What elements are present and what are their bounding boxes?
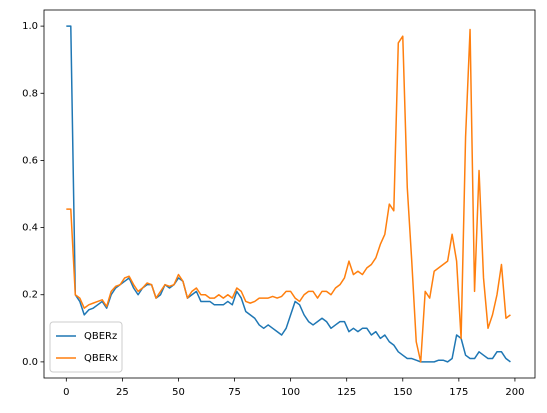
y-tick-label: 0.2 [22,290,38,301]
y-tick-label: 0.4 [22,223,38,234]
legend-label: QBERz [84,331,117,342]
y-tick-label: 0.0 [22,357,38,368]
plot-frame [43,9,536,379]
series-line [66,25,511,363]
legend-box [49,321,123,373]
series-line [66,28,511,363]
x-tick-label: 50 [172,387,185,398]
x-tick-label: 100 [281,387,300,398]
y-tick-label: 0.6 [22,155,38,166]
x-tick-label: 200 [505,387,524,398]
x-tick-label: 150 [393,387,412,398]
y-tick-label: 0.8 [22,88,38,99]
x-tick-label: 75 [228,387,241,398]
legend-label: QBERx [84,353,118,364]
x-tick-label: 0 [63,387,69,398]
x-tick-label: 25 [116,387,129,398]
y-tick-label: 1.0 [22,21,38,32]
x-tick-label: 175 [449,387,468,398]
legend: QBERz QBERx [49,321,123,373]
x-tick-label: 125 [337,387,356,398]
